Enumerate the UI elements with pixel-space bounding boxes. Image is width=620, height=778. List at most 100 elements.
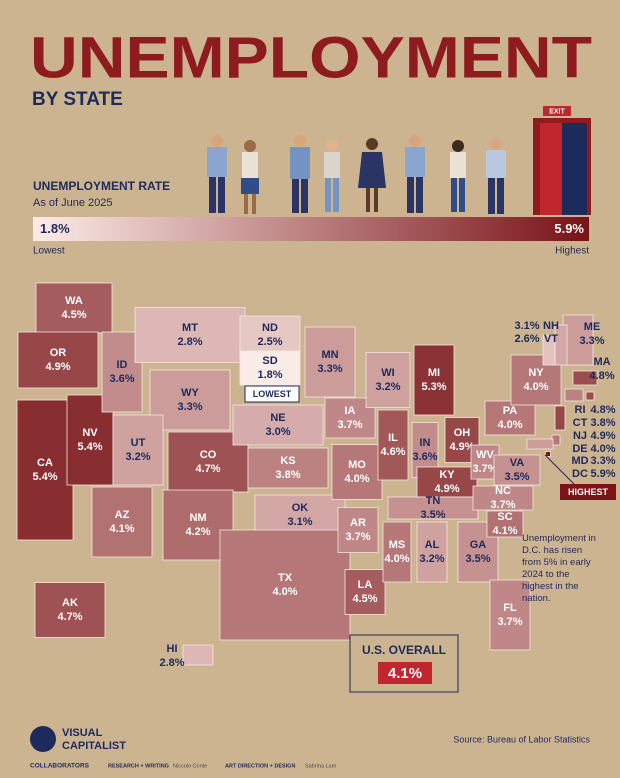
state-abbr: MA [593, 356, 610, 368]
state-value: 4.0% [523, 381, 548, 393]
legend-high-caption: Highest [555, 246, 589, 257]
state-abbr: CO [200, 449, 217, 461]
state-value: 3.0% [265, 426, 290, 438]
state-abbr: MI [428, 367, 440, 379]
state-tile [484, 400, 536, 436]
state-value: 2.8% [177, 336, 202, 348]
state-abbr: CA [37, 457, 53, 469]
state-tile [377, 409, 409, 481]
state-abbr: DC [572, 468, 588, 480]
state-tile [35, 282, 113, 334]
research-role: RESEARCH + WRITING [108, 763, 169, 769]
legend-subtitle: As of June 2025 [33, 197, 113, 209]
state-tile [134, 307, 246, 363]
state-abbr: MD [571, 455, 588, 467]
state-value: 3.7% [472, 463, 497, 475]
state-value: 4.8% [589, 370, 614, 382]
state-abbr: GA [470, 539, 487, 551]
state-value: 5.3% [421, 381, 446, 393]
state-abbr: NH [543, 320, 559, 332]
legend-low-caption: Lowest [33, 246, 65, 257]
state-abbr: NE [270, 412, 285, 424]
legend-high: 5.9% [554, 221, 584, 236]
state-tile [34, 582, 106, 638]
collaborators: COLLABORATORS [30, 763, 90, 770]
state-tile [91, 486, 153, 558]
state-value: 3.2% [125, 451, 150, 463]
map: WA 4.5% OR 4.9% CA 5.4% NV 5.4% ID 3.6% MT 2.8% WY 3.… [16, 282, 616, 669]
state-value: 1.8% [257, 369, 282, 381]
state-value: 4.1% [109, 523, 134, 535]
state-tile [416, 521, 448, 583]
state-abbr: VT [544, 333, 558, 345]
state-value: 4.9% [45, 361, 70, 373]
state-tile [16, 399, 74, 541]
state-value: 4.5% [352, 593, 377, 605]
state-tile [239, 315, 301, 355]
state-tile [572, 370, 598, 386]
state-abbr: OH [454, 427, 471, 439]
state-tile [247, 447, 329, 489]
state-tile [564, 388, 584, 402]
state-abbr: OR [50, 347, 67, 359]
exit-door: EXIT [533, 106, 591, 215]
state-abbr: AZ [115, 509, 130, 521]
state-tile [413, 344, 455, 416]
state-abbr: IA [345, 405, 356, 417]
state-abbr: LA [358, 579, 373, 591]
state-abbr: ME [584, 321, 601, 333]
state-tile [304, 326, 356, 398]
state-tile [382, 521, 412, 583]
legend-title: UNEMPLOYMENT RATE [33, 179, 170, 193]
state-abbr: ND [262, 322, 278, 334]
state-value: 3.5% [465, 553, 490, 565]
state-tile [112, 414, 164, 486]
state-abbr: KS [280, 455, 295, 467]
state-abbr: HI [167, 643, 178, 655]
state-abbr: RI [575, 404, 586, 416]
state-value: 3.3% [317, 363, 342, 375]
state-value: 3.3% [579, 335, 604, 347]
state-abbr: SC [497, 511, 512, 523]
state-value: 4.9% [449, 441, 474, 453]
state-tile [416, 466, 478, 498]
state-abbr: MS [389, 539, 406, 551]
state-tile [344, 569, 386, 615]
state-abbr: MO [348, 459, 366, 471]
state-value: 3.6% [109, 373, 134, 385]
footer: VISUAL CAPITALIST Source: Bureau of Labo… [30, 726, 590, 770]
state-value: 4.0% [272, 586, 297, 598]
state-abbr: AR [350, 517, 366, 529]
state-tile [331, 444, 383, 500]
state-abbr: WY [181, 387, 199, 399]
state-value: 3.6% [412, 451, 437, 463]
state-value: 3.1% [514, 320, 539, 332]
state-value: 4.6% [380, 446, 405, 458]
state-tile [472, 485, 534, 511]
state-tile [17, 331, 99, 389]
state-value: 2.5% [257, 336, 282, 348]
state-value: 3.7% [490, 499, 515, 511]
state-abbr: MT [182, 322, 198, 334]
subtitle: BY STATE [32, 89, 123, 110]
source: Source: Bureau of Labor Statistics [453, 734, 590, 744]
state-abbr: UT [131, 437, 146, 449]
state-value: 4.0% [344, 473, 369, 485]
state-abbr: AL [425, 539, 440, 551]
dc-note: Unemployment in D.C. has risen from 5% i… [522, 533, 596, 604]
state-value: 2.8% [159, 657, 184, 669]
state-value: 5.9% [590, 468, 615, 480]
researcher: Niccolo Conte [173, 763, 207, 769]
exit-sign: EXIT [549, 108, 565, 115]
state-tile [337, 507, 379, 553]
legend-low: 1.8% [40, 221, 70, 236]
state-tile [486, 510, 524, 538]
state-value: 3.7% [345, 531, 370, 543]
state-value: 3.2% [419, 553, 444, 565]
highest-callout: HIGHEST [544, 454, 616, 500]
state-tile [182, 644, 214, 666]
art-role: ART DIRECTION + DESIGN [225, 763, 295, 769]
state-tile [554, 405, 566, 431]
lowest-label: LOWEST [253, 389, 292, 399]
state-value: 5.4% [32, 471, 57, 483]
